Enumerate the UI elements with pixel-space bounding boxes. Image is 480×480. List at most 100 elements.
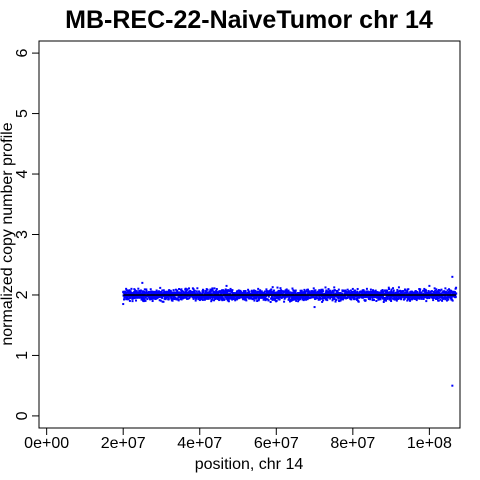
data-point [211,289,214,292]
data-point [225,289,228,292]
data-point [408,297,411,300]
data-point [414,295,417,298]
data-point [260,296,263,299]
data-point [282,290,285,293]
data-point [390,291,393,294]
data-point [123,291,126,294]
data-point [207,297,210,300]
data-point [454,296,457,299]
data-point [406,291,409,294]
data-point [139,289,142,292]
data-point [375,292,378,295]
data-point [404,289,407,292]
data-point [144,299,147,302]
data-point [152,295,155,298]
data-point [336,291,339,294]
data-point [346,297,349,300]
data-point [294,289,297,292]
data-point [318,289,321,292]
data-point [282,291,285,294]
data-point [260,292,263,295]
data-point [231,289,234,292]
x-tick-label: 0e+00 [24,435,69,452]
data-point [229,289,232,292]
data-point [226,297,229,300]
data-point [433,296,436,299]
data-point [353,296,356,299]
data-point [198,296,201,299]
data-point [422,297,425,300]
data-point [409,298,412,301]
data-point [374,295,377,298]
data-point [141,290,144,293]
data-point [253,292,256,295]
data-point [280,291,283,294]
data-point [347,290,350,293]
data-point [238,296,241,299]
data-point [403,292,406,295]
x-tick-label: 1e+08 [407,435,452,452]
data-point [433,291,436,294]
data-point [251,295,254,298]
data-point [384,298,387,301]
data-point [124,295,127,298]
data-point [444,298,447,301]
data-point [257,287,260,290]
data-point [396,295,399,298]
data-point [250,292,253,295]
data-point [437,299,440,302]
data-point [325,291,328,294]
data-point [142,296,145,299]
data-point [220,289,223,292]
data-point [341,292,344,295]
data-point [164,298,167,301]
data-point [132,291,135,294]
data-point [305,298,308,301]
data-point [147,292,150,295]
data-point [261,291,264,294]
data-point [379,292,382,295]
data-point [210,300,213,303]
data-point [280,296,283,299]
data-point [234,299,237,302]
data-point [243,296,246,299]
data-point [215,288,218,291]
data-point [394,291,397,294]
data-point [275,291,278,294]
data-point [450,297,453,300]
data-point [290,291,293,294]
data-point [413,293,416,296]
data-point [141,297,144,300]
data-point [244,289,247,292]
data-point [455,286,458,289]
data-point [331,299,334,302]
data-point [221,295,224,298]
data-point [366,290,369,293]
data-point [339,299,342,302]
data-point [349,289,352,292]
data-point [159,299,162,302]
data-point [155,289,158,292]
data-point [241,293,244,296]
data-point [145,290,148,293]
x-tick-label: 2e+07 [101,435,146,452]
data-point [137,296,140,299]
data-point [287,295,290,298]
data-point [273,298,276,301]
data-point [222,297,225,300]
data-point [421,295,424,298]
data-point [420,291,423,294]
data-point [283,297,286,300]
data-point [440,288,443,291]
data-point [209,290,212,293]
data-point [265,290,268,293]
data-point [184,287,187,290]
data-point [294,290,297,293]
data-point [311,296,314,299]
data-point [276,286,279,289]
data-point [208,296,211,299]
data-point [227,289,230,292]
data-point [265,297,268,300]
data-point [445,299,448,302]
data-point [244,291,247,294]
